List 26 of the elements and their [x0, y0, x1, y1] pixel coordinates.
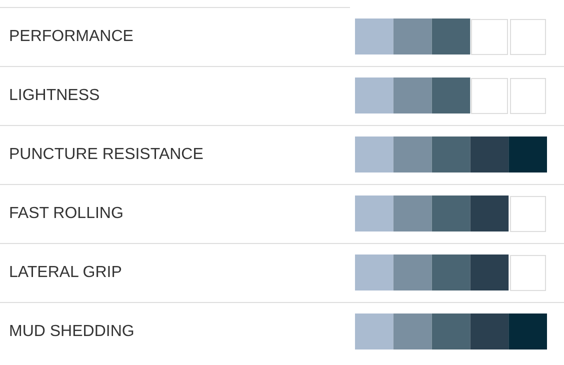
y-tick-label: LATERAL GRIP — [9, 264, 122, 281]
y-tick-label: PERFORMANCE — [9, 28, 134, 45]
y-tick-label: PUNCTURE RESISTANCE — [9, 146, 204, 163]
bar — [432, 196, 470, 232]
bar — [508, 314, 547, 350]
bar — [508, 136, 547, 172]
y-tick-label: MUD SHEDDING — [9, 323, 134, 340]
bar — [470, 314, 509, 350]
bar — [355, 18, 394, 54]
bar — [355, 136, 394, 172]
y-tick-label: LIGHTNESS — [9, 87, 100, 104]
bar — [393, 314, 432, 350]
bar — [393, 18, 432, 54]
y-tick-label: FAST ROLLING — [9, 205, 124, 222]
bar — [393, 196, 432, 232]
bar — [393, 136, 432, 172]
bar — [470, 136, 509, 172]
bar — [355, 314, 394, 350]
bar — [355, 78, 394, 114]
bar — [393, 78, 432, 114]
bar — [355, 254, 394, 290]
bar — [393, 254, 432, 290]
bar — [355, 196, 394, 232]
bar — [432, 314, 470, 350]
bar — [432, 136, 470, 172]
bar — [432, 254, 470, 290]
